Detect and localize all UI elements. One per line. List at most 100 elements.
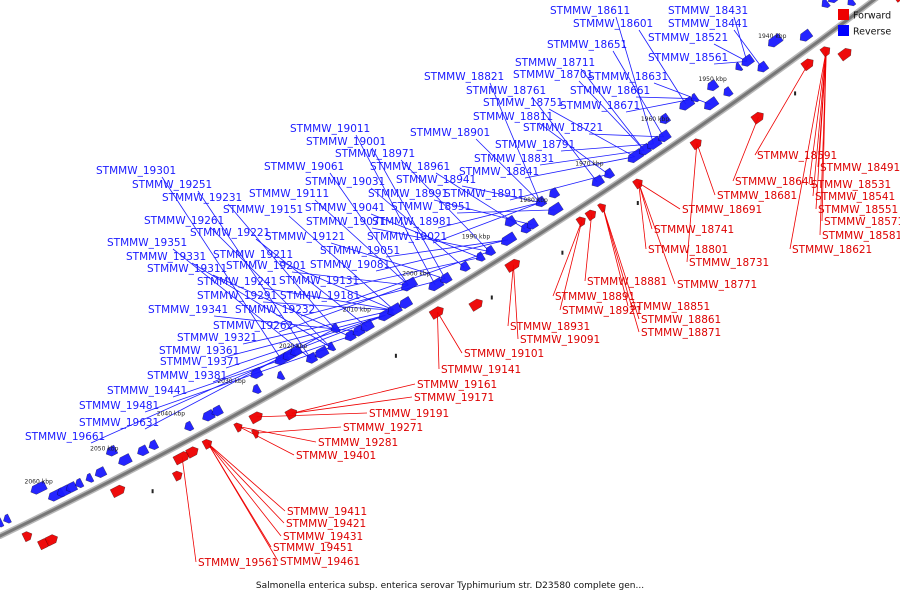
reverse-gene-feature[interactable]	[64, 481, 78, 494]
forward-gene-label[interactable]: STMMW_18801	[648, 244, 728, 256]
reverse-gene-feature[interactable]	[474, 251, 486, 264]
reverse-gene-label[interactable]: STMMW_19201	[226, 260, 306, 272]
reverse-gene-feature[interactable]	[385, 302, 403, 317]
reverse-gene-label[interactable]: STMMW_19071	[306, 216, 386, 228]
reverse-gene-label[interactable]: STMMW_19371	[160, 356, 240, 368]
reverse-gene-label[interactable]: STMMW_19031	[305, 176, 385, 188]
reverse-gene-feature[interactable]	[656, 129, 672, 145]
reverse-gene-label[interactable]: STMMW_18701	[513, 69, 593, 81]
reverse-gene-feature[interactable]	[845, 0, 857, 8]
reverse-gene-label[interactable]: STMMW_19181	[280, 290, 360, 302]
reverse-gene-label[interactable]: STMMW_18441	[668, 18, 748, 30]
forward-gene-feature[interactable]	[575, 215, 588, 227]
reverse-gene-label[interactable]: STMMW_18631	[588, 71, 668, 83]
reverse-gene-feature[interactable]	[29, 480, 48, 496]
forward-gene-label[interactable]: STMMW_18771	[677, 279, 757, 291]
reverse-gene-label[interactable]: STMMW_18721	[523, 122, 603, 134]
reverse-gene-label[interactable]: STMMW_19131	[279, 275, 359, 287]
forward-gene-feature[interactable]	[251, 428, 261, 439]
forward-gene-label[interactable]: STMMW_19161	[417, 379, 497, 391]
reverse-gene-label[interactable]: STMMW_18821	[424, 71, 504, 83]
reverse-gene-feature[interactable]	[426, 276, 445, 293]
reverse-gene-feature[interactable]	[546, 201, 564, 218]
reverse-gene-feature[interactable]	[602, 167, 616, 181]
forward-gene-feature[interactable]	[892, 0, 900, 3]
reverse-gene-label[interactable]: STMMW_18961	[370, 161, 450, 173]
forward-gene-label[interactable]: STMMW_18881	[587, 276, 667, 288]
reverse-gene-feature[interactable]	[677, 96, 696, 112]
reverse-gene-label[interactable]: STMMW_19331	[126, 251, 206, 263]
reverse-gene-feature[interactable]	[525, 217, 539, 232]
forward-gene-feature[interactable]	[468, 297, 485, 312]
reverse-gene-feature[interactable]	[104, 444, 119, 458]
reverse-gene-label[interactable]: STMMW_19041	[305, 202, 385, 214]
reverse-gene-feature[interactable]	[689, 92, 700, 104]
reverse-gene-label[interactable]: STMMW_19481	[79, 400, 159, 412]
reverse-gene-label[interactable]: STMMW_19341	[148, 304, 228, 316]
reverse-gene-label[interactable]: STMMW_18981	[372, 216, 452, 228]
reverse-gene-label[interactable]: STMMW_18831	[474, 153, 554, 165]
reverse-gene-label[interactable]: STMMW_18941	[396, 174, 476, 186]
forward-gene-label[interactable]: STMMW_19421	[286, 518, 366, 530]
reverse-gene-label[interactable]: STMMW_19441	[107, 385, 187, 397]
reverse-gene-feature[interactable]	[547, 187, 561, 200]
reverse-gene-label[interactable]: STMMW_19151	[223, 204, 303, 216]
reverse-gene-label[interactable]: STMMW_18651	[547, 39, 627, 51]
reverse-gene-feature[interactable]	[359, 318, 375, 334]
forward-gene-feature[interactable]	[21, 530, 34, 543]
reverse-gene-feature[interactable]	[0, 517, 5, 529]
reverse-gene-feature[interactable]	[304, 351, 319, 365]
reverse-gene-label[interactable]: STMMW_19301	[96, 165, 176, 177]
reverse-gene-feature[interactable]	[503, 215, 518, 229]
forward-gene-feature[interactable]	[44, 533, 60, 547]
reverse-gene-label[interactable]: STMMW_19661	[25, 431, 105, 443]
forward-gene-label[interactable]: STMMW_19101	[464, 348, 544, 360]
reverse-gene-label[interactable]: STMMW_18791	[495, 139, 575, 151]
reverse-gene-feature[interactable]	[116, 453, 133, 467]
reverse-gene-label[interactable]: STMMW_19311	[147, 263, 227, 275]
reverse-gene-label[interactable]: STMMW_19061	[264, 161, 344, 173]
reverse-gene-feature[interactable]	[147, 439, 160, 452]
reverse-gene-label[interactable]: STMMW_19221	[190, 227, 270, 239]
reverse-gene-feature[interactable]	[288, 344, 303, 358]
forward-gene-label[interactable]: STMMW_19271	[343, 422, 423, 434]
reverse-gene-label[interactable]: STMMW_18611	[550, 5, 630, 17]
forward-gene-label[interactable]: STMMW_18641	[735, 176, 815, 188]
reverse-gene-label[interactable]: STMMW_19051	[320, 245, 400, 257]
forward-gene-label[interactable]: STMMW_18491	[820, 162, 900, 174]
reverse-gene-label[interactable]: STMMW_18661	[570, 85, 650, 97]
forward-gene-feature[interactable]	[504, 257, 523, 273]
reverse-gene-label[interactable]: STMMW_18751	[483, 97, 563, 109]
reverse-gene-label[interactable]: STMMW_18951	[391, 201, 471, 213]
reverse-gene-feature[interactable]	[250, 383, 262, 396]
reverse-gene-feature[interactable]	[483, 245, 497, 258]
forward-gene-feature[interactable]	[837, 46, 854, 62]
forward-gene-label[interactable]: STMMW_18571	[824, 216, 900, 228]
reverse-gene-label[interactable]: STMMW_19111	[249, 188, 329, 200]
reverse-gene-feature[interactable]	[733, 62, 744, 73]
reverse-gene-feature[interactable]	[275, 370, 286, 382]
forward-gene-label[interactable]: STMMW_19401	[296, 450, 376, 462]
reverse-gene-feature[interactable]	[739, 53, 755, 69]
forward-gene-feature[interactable]	[597, 201, 608, 213]
reverse-gene-label[interactable]: STMMW_19021	[367, 231, 447, 243]
reverse-gene-label[interactable]: STMMW_19321	[177, 332, 257, 344]
forward-gene-feature[interactable]	[109, 483, 127, 498]
reverse-gene-label[interactable]: STMMW_18711	[515, 57, 595, 69]
forward-gene-feature[interactable]	[201, 437, 214, 450]
forward-gene-label[interactable]: STMMW_18681	[717, 190, 797, 202]
reverse-gene-feature[interactable]	[589, 174, 605, 189]
reverse-gene-label[interactable]: STMMW_19381	[147, 370, 227, 382]
reverse-gene-label[interactable]: STMMW_19231	[162, 192, 242, 204]
forward-gene-feature[interactable]	[284, 407, 299, 421]
reverse-gene-feature[interactable]	[248, 366, 264, 381]
forward-gene-label[interactable]: STMMW_18861	[641, 314, 721, 326]
reverse-gene-feature[interactable]	[135, 444, 150, 458]
forward-gene-label[interactable]: STMMW_19191	[369, 408, 449, 420]
reverse-gene-label[interactable]: STMMW_19261	[144, 215, 224, 227]
reverse-gene-label[interactable]: STMMW_19631	[79, 417, 159, 429]
forward-gene-feature[interactable]	[819, 44, 833, 58]
reverse-gene-feature[interactable]	[499, 231, 518, 248]
reverse-gene-feature[interactable]	[329, 322, 341, 335]
forward-gene-label[interactable]: STMMW_18541	[815, 191, 895, 203]
